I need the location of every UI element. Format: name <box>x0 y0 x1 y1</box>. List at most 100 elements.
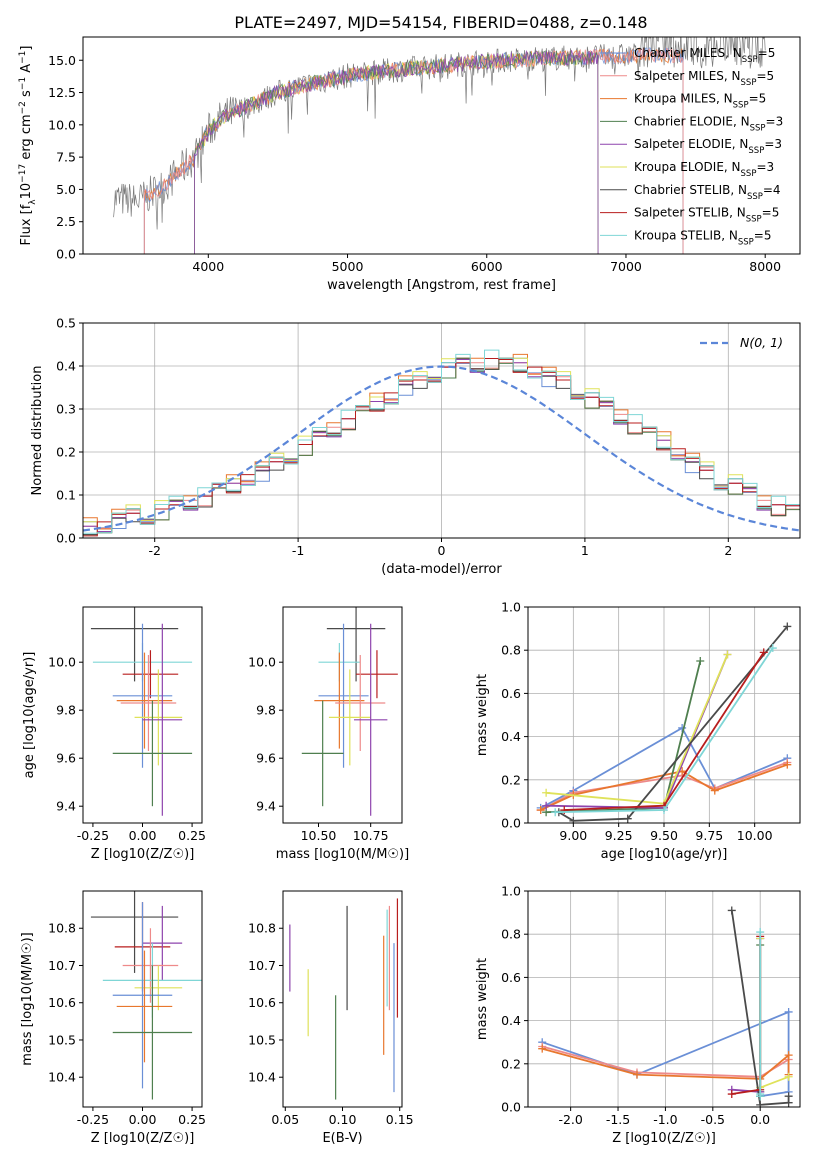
legend-name: Salpeter ELODIE, N <box>634 137 748 151</box>
legend-sub: SSP <box>741 78 757 88</box>
x-axis-label: Z [log10(Z/Z☉)] <box>91 847 195 862</box>
weight-marker <box>660 806 668 815</box>
weight-marker <box>551 808 560 817</box>
y-label-part: 10 <box>19 183 34 200</box>
x-tick-label: 8000 <box>749 259 781 274</box>
plot-area <box>113 37 766 254</box>
x-tick-label: -1.0 <box>653 1112 677 1127</box>
x-tick-label: 0 <box>438 543 446 558</box>
y-tick-label: 9.6 <box>56 751 76 766</box>
error-bar-point <box>134 669 183 766</box>
y-label-part: −1 <box>18 77 28 90</box>
y-axis-label: Flux [fλ10−17 erg cm−2 s−1 A−1] <box>18 46 38 246</box>
x-axis-label: E(B-V) <box>322 1131 362 1146</box>
y-label-part: erg cm <box>19 114 34 163</box>
error-bar-point <box>353 623 388 816</box>
y-tick-label: 0.0 <box>56 531 76 546</box>
mass-weight-vs-age-panel: 9.00 9.25 9.50 9.75 10.00 0.0 0.2 0.4 0.6 0.8 1.0 a… <box>475 600 801 862</box>
y-axis-label: mass weight <box>475 958 490 1040</box>
weight-marker <box>783 760 792 769</box>
x-axis-label: mass [log10(M/M☉)] <box>276 847 409 862</box>
y-tick-label: 0.5 <box>56 316 76 331</box>
y-tick-label: 10.7 <box>48 958 76 973</box>
axes-frame <box>82 322 801 539</box>
y-axis-label: Normed distribution <box>30 366 45 496</box>
weight-marker <box>784 1051 793 1060</box>
weight-marker <box>538 1044 547 1053</box>
x-tick-label: -2 <box>148 543 160 558</box>
y-tick-label: 0.0 <box>501 1100 521 1115</box>
legend-n: =3 <box>764 137 782 151</box>
weight-marker <box>756 928 765 937</box>
x-tick-label: 2 <box>724 543 732 558</box>
legend-n: =5 <box>754 228 772 242</box>
histogram-steps <box>83 357 800 529</box>
y-label-part: λ <box>28 199 38 205</box>
x-tick-label: 5000 <box>332 259 364 274</box>
mass-weight-vs-metallicity-panel: -2.0 -1.5 -1.0 -0.5 0.0 0.0 0.2 0.4 0.6 0.8 1.0 Z [… <box>475 884 801 1146</box>
y-tick-label: 10.6 <box>48 995 76 1010</box>
weight-series <box>542 650 732 812</box>
legend-n: =4 <box>763 183 781 197</box>
y-tick-label: 0.1 <box>56 488 76 503</box>
x-tick-label: 0.15 <box>386 1112 414 1127</box>
weight-marker <box>569 816 578 823</box>
legend-n: =3 <box>766 114 784 128</box>
x-tick-label: 9.25 <box>605 828 633 843</box>
weight-marker <box>768 644 777 653</box>
weight-marker <box>759 648 768 657</box>
y-label-part: −17 <box>18 164 28 183</box>
weight-series <box>727 906 793 1107</box>
weight-marker <box>784 1072 793 1081</box>
error-bar-point <box>134 965 183 1011</box>
error-bar-point <box>112 902 173 1089</box>
plot-area <box>90 607 193 816</box>
y-tick-label: 9.6 <box>256 751 276 766</box>
plot-area <box>90 891 202 1100</box>
weight-series <box>536 760 792 815</box>
plot-area <box>83 349 800 537</box>
weight-marker <box>784 1092 793 1101</box>
histogram-steps <box>83 359 800 529</box>
model-spectrum <box>143 47 684 254</box>
weight-marker <box>756 1100 765 1107</box>
x-tick-label: 0.05 <box>271 1112 299 1127</box>
legend-sub: SSP <box>746 215 762 225</box>
error-bar-point <box>112 700 193 807</box>
y-tick-label: 0.2 <box>501 772 521 787</box>
legend-sub: SSP <box>747 192 763 202</box>
x-tick-label: 0.10 <box>329 1112 357 1127</box>
y-tick-label: 0.3 <box>56 402 76 417</box>
y-tick-label: 10.8 <box>48 921 76 936</box>
error-bar-point <box>314 652 365 749</box>
y-tick-label: 9.8 <box>256 703 276 718</box>
legend-label: Chabrier ELODIE, NSSP=3 <box>634 114 783 133</box>
y-tick-label: 10.0 <box>48 117 76 132</box>
error-bar-point <box>326 607 386 682</box>
legend-label: Salpeter ELODIE, NSSP=3 <box>634 137 782 156</box>
model-spectrum <box>194 49 599 254</box>
y-tick-label: 10.5 <box>248 1032 276 1047</box>
error-bar-point <box>356 650 398 699</box>
legend-label: Kroupa MILES, NSSP=5 <box>634 92 766 111</box>
legend-label: Salpeter STELIB, NSSP=5 <box>634 206 779 225</box>
y-tick-label: 10.0 <box>248 655 276 670</box>
x-tick-label: 0.0 <box>750 1112 770 1127</box>
error-bar-point <box>120 655 177 751</box>
legend-name: Kroupa MILES, N <box>634 92 733 106</box>
error-bar-point <box>318 623 369 768</box>
weight-series <box>554 622 792 823</box>
error-bar-point <box>122 650 179 699</box>
x-tick-label: -1 <box>292 543 304 558</box>
axes-frame <box>82 606 203 824</box>
weight-marker <box>784 1007 793 1016</box>
plot-area <box>301 607 398 816</box>
normal-curve <box>83 365 800 532</box>
histogram-steps <box>83 358 800 532</box>
weight-line <box>558 625 788 822</box>
weight-marker <box>783 622 792 631</box>
x-tick-label: 9.00 <box>559 828 587 843</box>
y-axis-label: mass [log10(M/M☉)] <box>20 932 35 1065</box>
model-spectrum <box>194 49 599 254</box>
spectrum-panel: 4000 5000 6000 7000 8000 0.0 2.5 5.0 7.5 10.0 12.5… <box>18 36 801 293</box>
